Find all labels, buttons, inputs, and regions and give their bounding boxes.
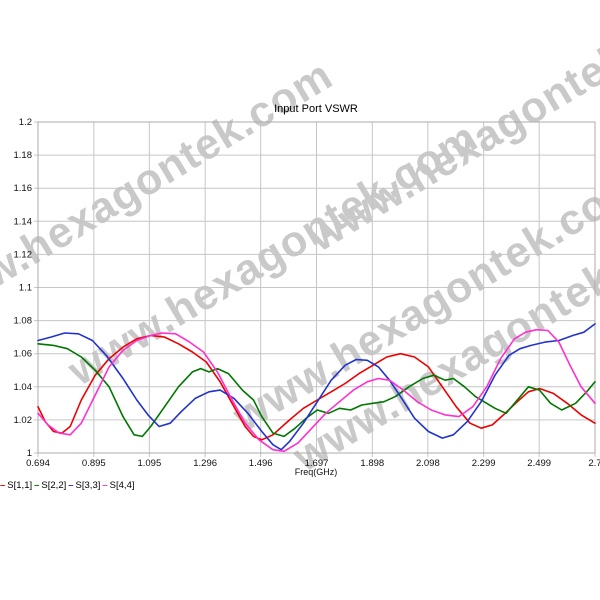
svg-text:0.895: 0.895 — [82, 458, 106, 469]
svg-text:1.04: 1.04 — [14, 382, 33, 393]
svg-text:1.14: 1.14 — [14, 216, 33, 227]
svg-text:1.898: 1.898 — [360, 458, 384, 469]
x-axis-title: Freq(GHz) — [294, 467, 338, 477]
legend-dash-s11: – — [0, 480, 6, 491]
svg-text:1.02: 1.02 — [14, 415, 33, 426]
svg-text:2.7: 2.7 — [588, 458, 600, 469]
svg-text:1: 1 — [27, 448, 32, 459]
legend-item: – S[2,2] — [34, 480, 66, 491]
svg-text:1.296: 1.296 — [193, 458, 217, 469]
svg-text:1.16: 1.16 — [14, 183, 33, 194]
svg-text:1.095: 1.095 — [137, 458, 161, 469]
vswr-plot: 0.694 0.895 1.095 1.296 1.496 1.697 1.898 2.098… — [14, 117, 600, 469]
legend-item: – S[1,1] — [0, 480, 32, 491]
svg-text:1.2: 1.2 — [19, 117, 32, 128]
chart-title: Input Port VSWR — [274, 103, 358, 115]
legend-dash-s33: – — [68, 480, 74, 491]
legend-label-s44: S[4,4] — [109, 480, 135, 491]
svg-text:1.06: 1.06 — [14, 349, 33, 360]
svg-text:1.496: 1.496 — [249, 458, 273, 469]
legend-item: – S[3,3] — [68, 480, 100, 491]
legend-label-s33: S[3,3] — [75, 480, 101, 491]
legend: – S[1,1] – S[2,2] – S[3,3] – S[4,4] — [0, 480, 137, 491]
legend-item: – S[4,4] — [102, 480, 134, 491]
svg-text:2.299: 2.299 — [472, 458, 496, 469]
svg-text:2.098: 2.098 — [416, 458, 440, 469]
svg-text:1.08: 1.08 — [14, 316, 33, 327]
svg-text:1.18: 1.18 — [14, 150, 33, 161]
svg-text:2.499: 2.499 — [527, 458, 551, 469]
svg-text:0.694: 0.694 — [26, 458, 50, 469]
svg-text:1.697: 1.697 — [305, 458, 329, 469]
legend-dash-s44: – — [102, 480, 108, 491]
legend-label-s22: S[2,2] — [41, 480, 67, 491]
svg-text:1.1: 1.1 — [19, 283, 32, 294]
legend-dash-s22: – — [34, 480, 40, 491]
legend-label-s11: S[1,1] — [7, 480, 33, 491]
svg-text:1.12: 1.12 — [14, 249, 33, 260]
